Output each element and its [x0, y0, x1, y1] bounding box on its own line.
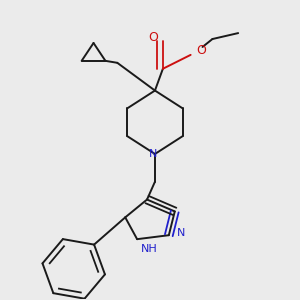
- Text: N: N: [177, 228, 185, 238]
- Text: O: O: [148, 31, 158, 44]
- Text: O: O: [196, 44, 206, 57]
- Text: NH: NH: [141, 244, 158, 254]
- Text: N: N: [149, 149, 157, 159]
